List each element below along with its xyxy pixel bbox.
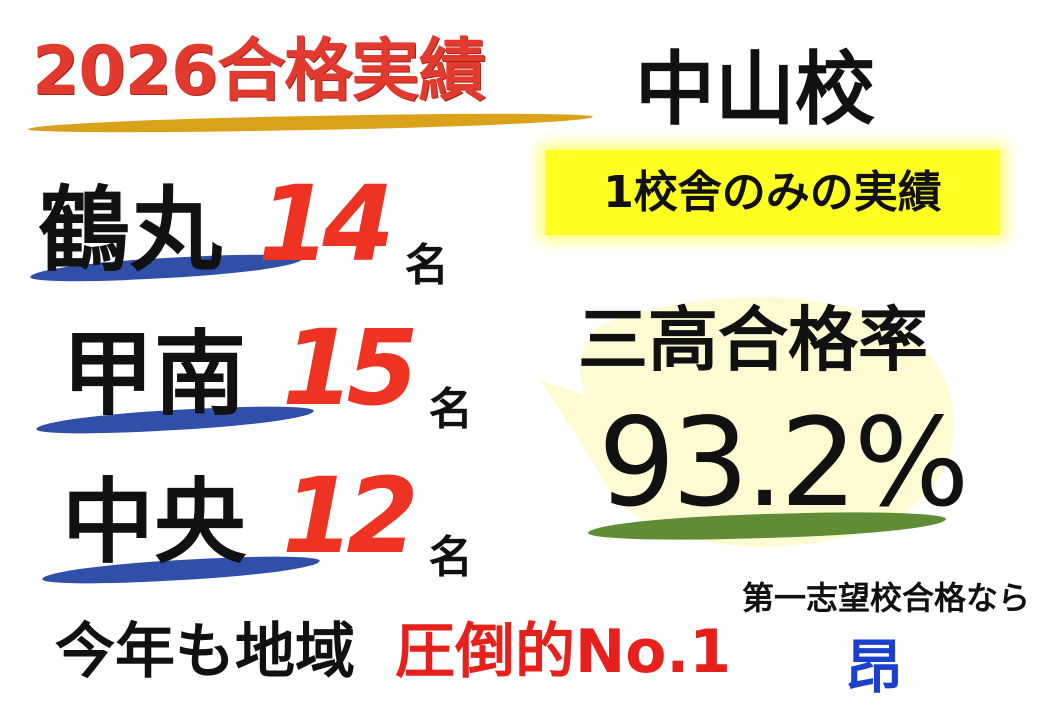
result-row: 鶴丸 14 名 — [38, 163, 449, 288]
school-name: 中央 — [62, 468, 247, 576]
pass-count: 12 — [282, 455, 419, 577]
count-unit: 名 — [428, 384, 473, 435]
note-highlight: 1校舎のみの実績 — [545, 150, 1000, 235]
brand-logo: 昂 — [845, 633, 904, 701]
result-row: 中央 12 名 — [62, 455, 473, 580]
pass-count: 14 — [258, 163, 395, 285]
campus-name: 中山校 — [635, 43, 875, 136]
count-unit: 名 — [428, 532, 473, 583]
result-row: 甲南 15 名 — [62, 307, 473, 432]
pass-rate-label: 三高合格率 — [578, 298, 928, 381]
slogan-text: 今年も地域 — [55, 617, 355, 687]
count-unit: 名 — [404, 240, 449, 291]
note-text: 1校舎のみの実績 — [603, 166, 942, 218]
pass-rate-value: 93.2% — [598, 392, 970, 534]
slogan-highlight: 圧倒的No.1 — [395, 617, 731, 687]
speech-bubble — [540, 297, 954, 547]
pass-count: 15 — [282, 307, 419, 429]
school-name: 甲南 — [62, 320, 247, 428]
school-name: 鶴丸 — [38, 176, 223, 284]
title-underline-brush — [27, 111, 594, 135]
tagline: 第一志望校合格なら — [742, 579, 1031, 617]
page-title: 2026合格実績 — [32, 32, 486, 111]
